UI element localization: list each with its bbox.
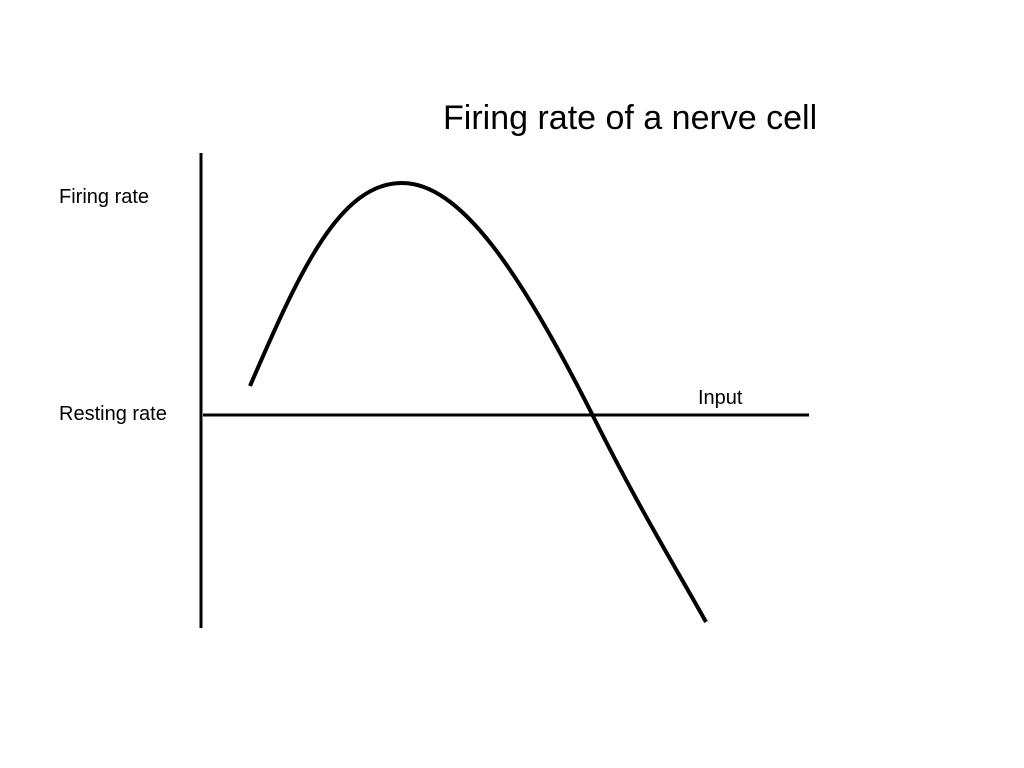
resting-rate-label: Resting rate [59,403,167,425]
firing-rate-label: Firing rate [59,186,150,208]
firing-rate-curve [248,180,708,623]
input-label: Input [698,387,743,409]
diagram-title: Firing rate of a nerve cell [443,99,818,137]
